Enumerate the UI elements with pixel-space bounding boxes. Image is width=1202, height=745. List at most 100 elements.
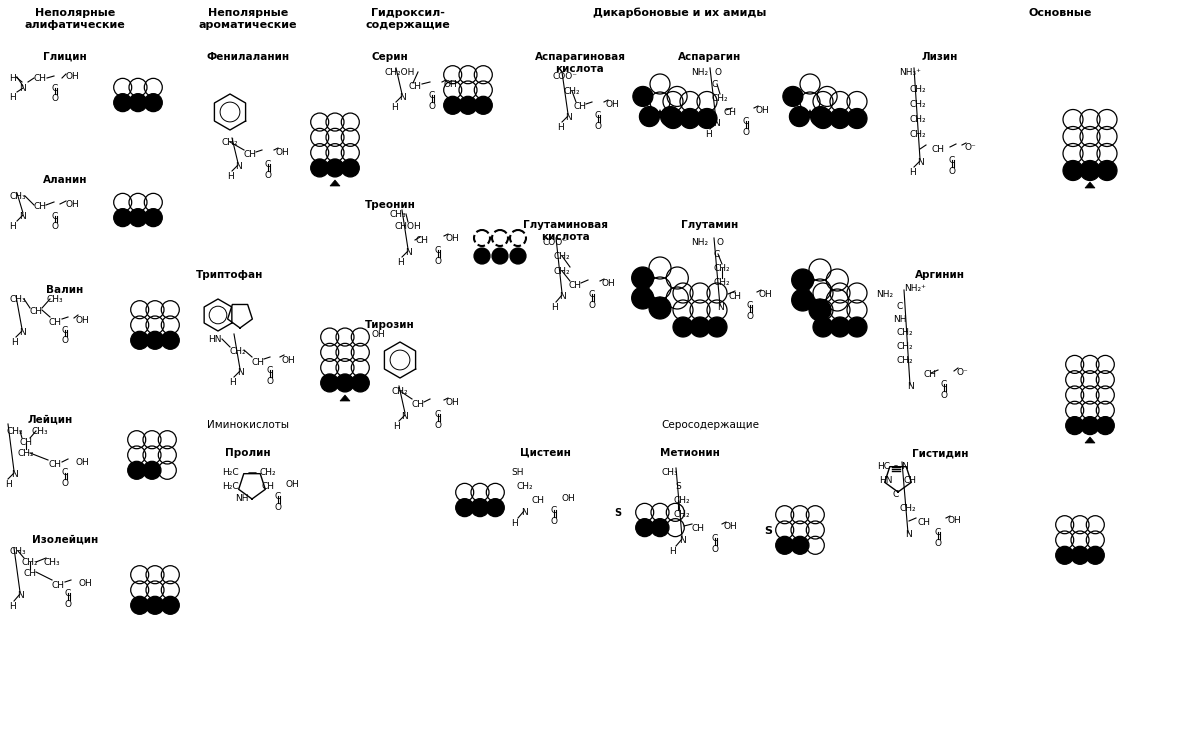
Text: O: O xyxy=(934,539,941,548)
Text: CH₂: CH₂ xyxy=(910,85,927,94)
Circle shape xyxy=(474,248,490,264)
Text: CH₂: CH₂ xyxy=(910,115,927,124)
Text: C: C xyxy=(941,380,947,389)
Text: S: S xyxy=(614,508,621,518)
Circle shape xyxy=(673,317,694,337)
Text: N: N xyxy=(902,462,909,471)
Text: Серин: Серин xyxy=(371,52,409,62)
Text: C: C xyxy=(429,91,435,100)
Text: CH: CH xyxy=(923,370,936,379)
Circle shape xyxy=(813,317,833,337)
Polygon shape xyxy=(1085,437,1095,443)
Text: H: H xyxy=(8,74,16,83)
Text: CH₂: CH₂ xyxy=(554,252,570,261)
Text: CH₂: CH₂ xyxy=(517,482,534,491)
Text: HN: HN xyxy=(208,335,221,344)
Circle shape xyxy=(649,297,671,319)
Text: N: N xyxy=(559,292,565,301)
Polygon shape xyxy=(685,115,695,121)
Text: OH: OH xyxy=(285,480,299,489)
Text: CH₃: CH₃ xyxy=(10,295,26,304)
Polygon shape xyxy=(1085,182,1095,188)
Text: H: H xyxy=(5,480,11,489)
Text: CH₂: CH₂ xyxy=(897,356,914,365)
Text: OH: OH xyxy=(75,458,89,467)
Text: OH: OH xyxy=(75,316,89,325)
Text: Гистидин: Гистидин xyxy=(912,448,969,458)
Text: N: N xyxy=(11,470,17,479)
Text: N: N xyxy=(401,412,409,421)
Circle shape xyxy=(791,536,809,554)
Text: O: O xyxy=(746,312,754,321)
Circle shape xyxy=(1087,546,1105,564)
Circle shape xyxy=(1066,416,1084,434)
Text: N: N xyxy=(17,591,23,600)
Circle shape xyxy=(847,317,867,337)
Circle shape xyxy=(651,519,670,536)
Text: N: N xyxy=(713,119,719,128)
Text: CH₂: CH₂ xyxy=(673,496,690,505)
Text: Аргинин: Аргинин xyxy=(915,270,965,280)
Text: H₂C: H₂C xyxy=(221,482,238,491)
Text: C: C xyxy=(948,156,956,165)
Text: Изолейцин: Изолейцин xyxy=(32,535,99,545)
Text: CH: CH xyxy=(411,400,424,409)
Circle shape xyxy=(792,289,814,311)
Text: H: H xyxy=(8,222,16,231)
Text: OH: OH xyxy=(601,279,615,288)
Circle shape xyxy=(131,596,149,615)
Text: NH: NH xyxy=(236,494,249,503)
Text: NH₂: NH₂ xyxy=(691,68,708,77)
Text: C: C xyxy=(595,111,601,120)
Circle shape xyxy=(510,248,526,264)
Text: C: C xyxy=(743,117,749,126)
Text: H: H xyxy=(512,519,518,528)
Circle shape xyxy=(321,374,339,392)
Text: Валин: Валин xyxy=(47,285,84,295)
Text: CH: CH xyxy=(48,318,61,327)
Text: C: C xyxy=(551,506,557,515)
Text: H: H xyxy=(392,103,398,112)
Circle shape xyxy=(144,94,162,112)
Circle shape xyxy=(144,209,162,226)
Text: CH₂: CH₂ xyxy=(714,278,731,287)
Circle shape xyxy=(326,159,344,177)
Text: OH: OH xyxy=(758,290,772,299)
Text: N: N xyxy=(399,93,405,102)
Text: H: H xyxy=(11,338,17,347)
Text: C: C xyxy=(897,302,903,311)
Circle shape xyxy=(487,498,505,516)
Text: NH₂: NH₂ xyxy=(876,290,893,299)
Text: Фенилаланин: Фенилаланин xyxy=(207,52,290,62)
Circle shape xyxy=(632,267,654,289)
Text: CH₂: CH₂ xyxy=(554,267,570,276)
Polygon shape xyxy=(331,180,340,186)
Text: N: N xyxy=(237,368,243,377)
Text: O: O xyxy=(434,257,441,266)
Text: N: N xyxy=(234,162,242,171)
Text: CH₂: CH₂ xyxy=(910,130,927,139)
Circle shape xyxy=(475,96,493,114)
Text: C: C xyxy=(712,80,718,89)
Text: Аспарагиновая
кислота: Аспарагиновая кислота xyxy=(535,52,625,74)
Text: CH₂: CH₂ xyxy=(897,328,914,337)
Text: CH₃: CH₃ xyxy=(10,192,26,201)
Polygon shape xyxy=(835,115,845,121)
Text: CH: CH xyxy=(19,438,32,447)
Text: S: S xyxy=(764,526,772,536)
Text: CH: CH xyxy=(904,476,916,485)
Text: CH₃: CH₃ xyxy=(661,468,678,477)
Text: O: O xyxy=(52,222,59,231)
Text: CH: CH xyxy=(34,74,47,83)
Text: CH₃: CH₃ xyxy=(43,558,60,567)
Text: C: C xyxy=(435,246,441,255)
Text: C: C xyxy=(935,528,941,537)
Polygon shape xyxy=(340,395,350,401)
Text: CH: CH xyxy=(728,292,742,301)
Text: Глицин: Глицин xyxy=(43,52,87,62)
Text: C: C xyxy=(61,326,69,335)
Text: N: N xyxy=(905,530,911,539)
Text: O: O xyxy=(434,421,441,430)
Circle shape xyxy=(639,107,660,127)
Circle shape xyxy=(143,461,161,479)
